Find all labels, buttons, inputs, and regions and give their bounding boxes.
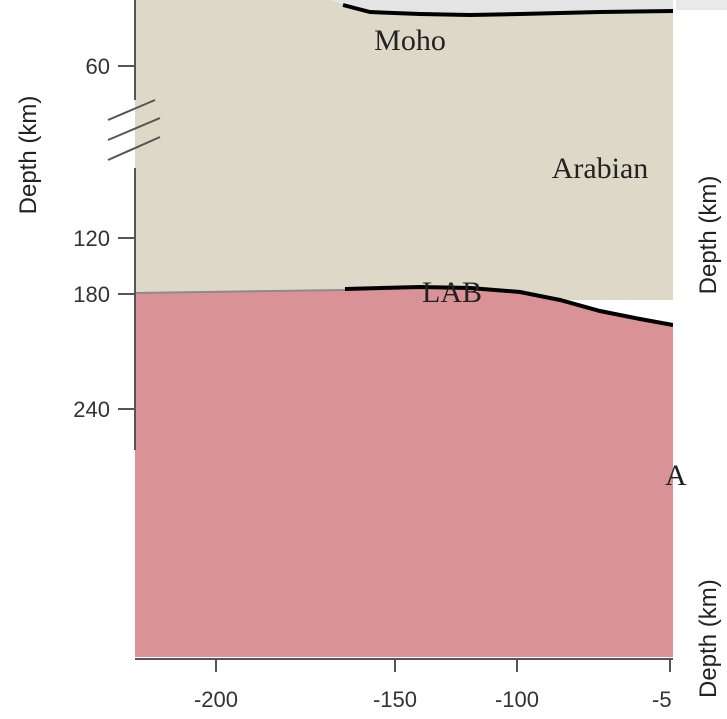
x-ticks	[215, 659, 671, 672]
right-axis-title-top: Depth (km)	[695, 176, 722, 295]
lab-boundary-line	[344, 284, 674, 327]
x-tick-label-minus100: -100	[495, 687, 539, 712]
edge-fragment-label: A	[665, 459, 687, 492]
arabian-label: Arabian	[552, 152, 649, 185]
asthenosphere-region	[135, 288, 673, 657]
right-axis-title-bottom: Depth (km)	[695, 579, 722, 698]
moho-label: Moho	[374, 24, 446, 57]
y-tick-label-180: 180	[73, 282, 110, 307]
right-top-grey-bar	[676, 0, 727, 10]
x-tick-label-minus150: -150	[373, 687, 417, 712]
lab-west-line	[134, 289, 346, 294]
moho-boundary-line	[342, 3, 674, 18]
y-tick-label-60: 60	[86, 54, 110, 79]
x-tick-label-minus200: -200	[194, 687, 238, 712]
right-margin	[673, 0, 727, 719]
y-axis-title: Depth (km)	[15, 96, 42, 215]
axis-break-marks	[107, 99, 161, 161]
y-tick-label-120: 120	[73, 226, 110, 251]
lithosphere-region	[135, 0, 673, 300]
lab-label: LAB	[422, 276, 482, 309]
y-tick-label-240: 240	[73, 397, 110, 422]
y-ticks	[118, 65, 135, 410]
x-tick-label-partial: -5	[652, 687, 672, 712]
